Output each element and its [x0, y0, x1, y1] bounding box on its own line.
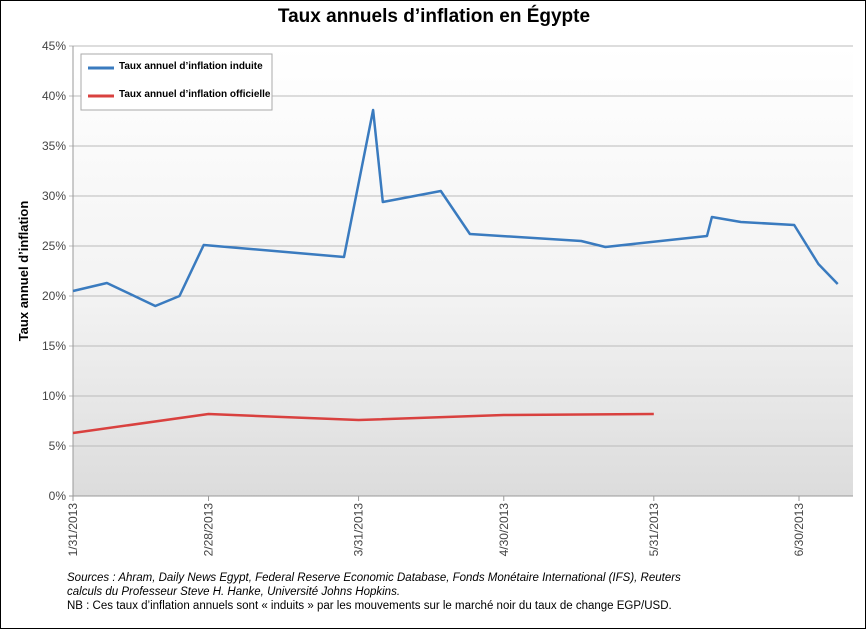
y-tick-label: 20%	[42, 289, 66, 303]
y-axis-label: Taux annuel d’inflation	[16, 201, 31, 342]
plot-area	[73, 46, 853, 496]
x-tick-label: 3/31/2013	[352, 503, 366, 557]
y-tick-label: 45%	[42, 39, 66, 53]
y-tick-label: 30%	[42, 189, 66, 203]
y-tick-label: 10%	[42, 389, 66, 403]
y-tick-label: 40%	[42, 89, 66, 103]
y-tick-label: 35%	[42, 139, 66, 153]
x-tick-label: 6/30/2013	[792, 503, 806, 557]
legend: Taux annuel d’inflation induite Taux ann…	[80, 53, 273, 111]
chart-title: Taux annuels d’inflation en Égypte	[278, 5, 590, 27]
nb-note: NB : Ces taux d’inflation annuels sont «…	[67, 600, 672, 612]
series-line-induite	[72, 108, 839, 308]
x-tick-label: 4/30/2013	[497, 503, 511, 557]
y-tick-label: 15%	[42, 339, 66, 353]
x-tick-label: 5/31/2013	[647, 503, 661, 557]
legend-box	[80, 53, 273, 111]
sources-note: Sources : Ahram, Daily News Egypt, Feder…	[67, 572, 681, 584]
chart-notes: Sources : Ahram, Daily News Egypt, Feder…	[67, 571, 681, 613]
x-tick-label: 2/28/2013	[202, 503, 216, 557]
legend-label-induite: Taux annuel d’inflation induite	[119, 61, 263, 72]
y-tick-label: 0%	[49, 489, 67, 503]
x-tick-label: 1/31/2013	[66, 503, 80, 557]
calculs-note: calculs du Professeur Steve H. Hanke, Un…	[67, 586, 401, 598]
legend-label-officielle: Taux annuel d’inflation officielle	[119, 89, 271, 100]
y-tick-label: 5%	[49, 439, 67, 453]
y-tick-label: 25%	[42, 239, 66, 253]
